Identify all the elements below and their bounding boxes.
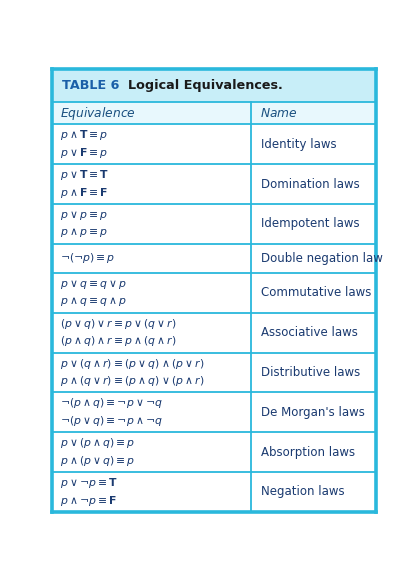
Text: Associative laws: Associative laws — [261, 326, 358, 339]
Bar — [52, 472, 376, 512]
Text: $p \vee \neg p \equiv \mathbf{T}$: $p \vee \neg p \equiv \mathbf{T}$ — [60, 476, 118, 490]
Text: $p \wedge (q \vee r) \equiv (p \wedge q) \vee (p \wedge r)$: $p \wedge (q \vee r) \equiv (p \wedge q)… — [60, 374, 205, 388]
Text: De Morgan's laws: De Morgan's laws — [261, 406, 365, 419]
Text: $p \vee (p \wedge q) \equiv p$: $p \vee (p \wedge q) \equiv p$ — [60, 436, 136, 450]
Text: $p \wedge p \equiv p$: $p \wedge p \equiv p$ — [60, 226, 108, 239]
Bar — [52, 204, 376, 244]
Text: Commutative laws: Commutative laws — [261, 286, 372, 300]
Text: Negation laws: Negation laws — [261, 485, 345, 499]
Text: $p \vee q \equiv q \vee p$: $p \vee q \equiv q \vee p$ — [60, 278, 127, 290]
Text: $\mathit{Name}$: $\mathit{Name}$ — [260, 107, 297, 120]
Text: Idempotent laws: Idempotent laws — [261, 217, 360, 231]
Bar — [52, 273, 376, 313]
Text: $\neg(\neg p) \equiv p$: $\neg(\neg p) \equiv p$ — [60, 251, 116, 265]
Text: $p \wedge q \equiv q \wedge p$: $p \wedge q \equiv q \wedge p$ — [60, 295, 127, 308]
Text: Identity laws: Identity laws — [261, 138, 337, 151]
Text: $p \vee \mathbf{T} \equiv \mathbf{T}$: $p \vee \mathbf{T} \equiv \mathbf{T}$ — [60, 168, 110, 182]
Text: $p \vee p \equiv p$: $p \vee p \equiv p$ — [60, 209, 108, 221]
Text: $p \wedge \mathbf{F} \equiv \mathbf{F}$: $p \wedge \mathbf{F} \equiv \mathbf{F}$ — [60, 186, 109, 200]
Text: TABLE 6: TABLE 6 — [62, 79, 120, 92]
Text: $p \wedge (p \vee q) \equiv p$: $p \wedge (p \vee q) \equiv p$ — [60, 454, 136, 468]
Text: Absorption laws: Absorption laws — [261, 446, 355, 458]
Bar — [52, 102, 376, 124]
Bar — [52, 124, 376, 164]
Text: $p \wedge \neg p \equiv \mathbf{F}$: $p \wedge \neg p \equiv \mathbf{F}$ — [60, 493, 117, 508]
Bar — [52, 164, 376, 204]
Text: $(p \vee q) \vee r \equiv p \vee (q \vee r)$: $(p \vee q) \vee r \equiv p \vee (q \vee… — [60, 317, 177, 331]
Text: $\neg(p \wedge q) \equiv \neg p \vee \neg q$: $\neg(p \wedge q) \equiv \neg p \vee \ne… — [60, 397, 163, 411]
Bar — [52, 313, 376, 352]
Text: Domination laws: Domination laws — [261, 178, 360, 190]
Text: $p \wedge \mathbf{T} \equiv p$: $p \wedge \mathbf{T} \equiv p$ — [60, 128, 109, 143]
Text: $p \vee (q \wedge r) \equiv (p \vee q) \wedge (p \vee r)$: $p \vee (q \wedge r) \equiv (p \vee q) \… — [60, 356, 205, 371]
Text: $(p \wedge q) \wedge r \equiv p \wedge (q \wedge r)$: $(p \wedge q) \wedge r \equiv p \wedge (… — [60, 335, 177, 348]
Bar — [52, 352, 376, 392]
Bar — [52, 392, 376, 432]
Text: Distributive laws: Distributive laws — [261, 366, 360, 379]
Text: Logical Equivalences.: Logical Equivalences. — [119, 79, 283, 92]
Text: $\mathit{Equivalence}$: $\mathit{Equivalence}$ — [60, 105, 136, 122]
Bar — [52, 432, 376, 472]
Text: $p \vee \mathbf{F} \equiv p$: $p \vee \mathbf{F} \equiv p$ — [60, 146, 109, 160]
Text: $\neg(p \vee q) \equiv \neg p \wedge \neg q$: $\neg(p \vee q) \equiv \neg p \wedge \ne… — [60, 414, 163, 428]
Bar — [52, 69, 376, 102]
Text: Double negation law: Double negation law — [261, 252, 383, 265]
Bar — [52, 244, 376, 273]
